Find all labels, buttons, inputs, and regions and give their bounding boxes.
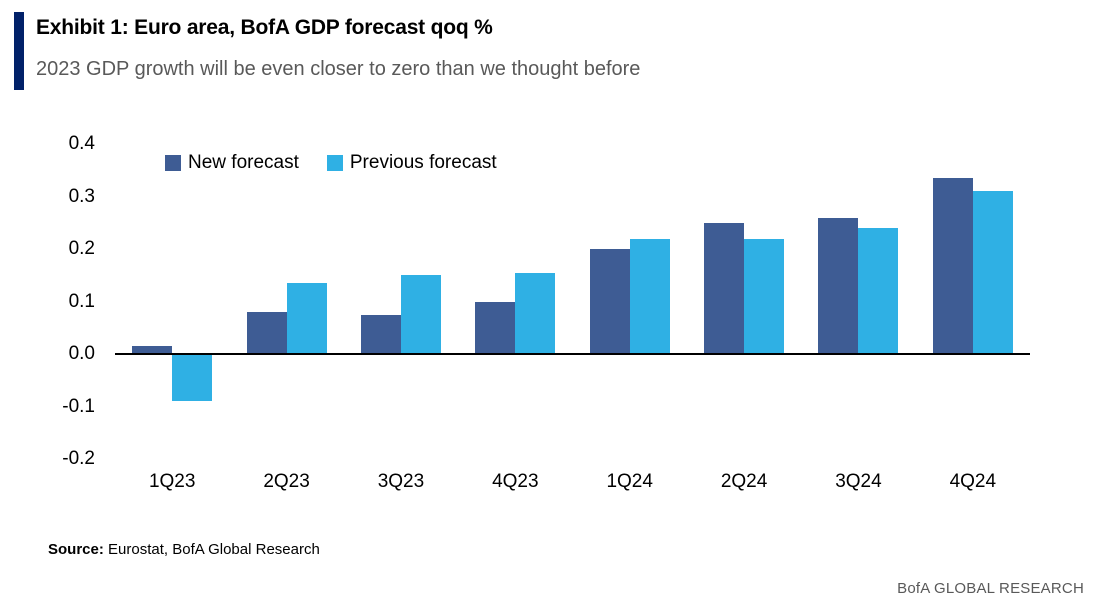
bar-new-forecast-2Q23: [246, 312, 287, 354]
x-axis-tick-label: 1Q23: [148, 471, 196, 492]
bar-new-forecast-4Q24: [932, 178, 973, 354]
x-axis-tick-label: 4Q23: [492, 471, 539, 492]
y-axis: 0.4 0.3 0.2 0.1 0.0 -0.1 -0.2: [0, 133, 105, 469]
legend-item: Previous forecast: [326, 152, 497, 174]
source-label: Source:: [48, 541, 104, 558]
brand-mark: BofA GLOBAL RESEARCH: [897, 580, 1084, 597]
bar-new-forecast-3Q24: [818, 217, 859, 354]
legend-label: Previous forecast: [349, 152, 497, 173]
title-accent-bar: [14, 12, 24, 90]
y-axis-tick-label: 0.1: [68, 290, 95, 312]
zero-axis-line: [115, 353, 1030, 355]
bar-previous-forecast-1Q23: [172, 354, 213, 402]
bar-previous-forecast-4Q24: [972, 191, 1013, 354]
chart-subtitle: 2023 GDP growth will be even closer to z…: [36, 58, 641, 80]
bar-new-forecast-1Q23: [132, 346, 173, 354]
legend-swatch-icon: [326, 155, 343, 171]
y-axis-tick-label: 0.3: [68, 185, 95, 207]
bar-new-forecast-2Q24: [704, 222, 745, 354]
plot-area: New forecast Previous forecast: [115, 144, 1030, 459]
legend-item: New forecast: [165, 152, 299, 174]
bar-new-forecast-3Q23: [360, 314, 401, 354]
x-axis-tick-label: 4Q24: [949, 471, 997, 492]
y-axis-tick-label: 0.0: [68, 343, 95, 364]
y-axis-tick-label: 0.4: [68, 133, 95, 154]
bar-new-forecast-4Q23: [475, 301, 516, 354]
source-note: Source: Eurostat, BofA Global Research: [48, 541, 320, 558]
chart-title: Exhibit 1: Euro area, BofA GDP forecast …: [36, 16, 493, 39]
chart-legend: New forecast Previous forecast: [165, 152, 497, 174]
bar-previous-forecast-1Q24: [629, 238, 670, 354]
source-text: Eurostat, BofA Global Research: [103, 541, 320, 558]
x-axis-tick-label: 2Q23: [263, 471, 310, 492]
x-axis-tick-label: 3Q23: [377, 471, 425, 492]
bar-previous-forecast-3Q23: [400, 275, 441, 354]
bar-chart: 0.4 0.3 0.2 0.1 0.0 -0.1 -0.2 New forecast Prev…: [0, 133, 1112, 504]
x-axis-tick-label: 3Q24: [835, 471, 882, 492]
bar-previous-forecast-2Q24: [744, 238, 785, 354]
y-axis-tick-label: -0.2: [62, 448, 95, 469]
x-axis-tick-label: 2Q24: [720, 471, 768, 492]
x-axis-tick-label: 1Q24: [606, 471, 653, 492]
x-axis: 1Q23 2Q23 3Q23 4Q23 1Q24 2Q24 3Q24 4Q24: [115, 471, 1030, 497]
bar-previous-forecast-3Q24: [858, 228, 899, 354]
bar-new-forecast-1Q24: [589, 249, 630, 354]
legend-swatch-icon: [165, 155, 181, 171]
bar-previous-forecast-4Q23: [515, 272, 556, 354]
y-axis-tick-label: -0.1: [62, 395, 95, 417]
legend-label: New forecast: [188, 152, 299, 173]
bar-previous-forecast-2Q23: [286, 283, 327, 354]
y-axis-tick-label: 0.2: [68, 238, 95, 259]
